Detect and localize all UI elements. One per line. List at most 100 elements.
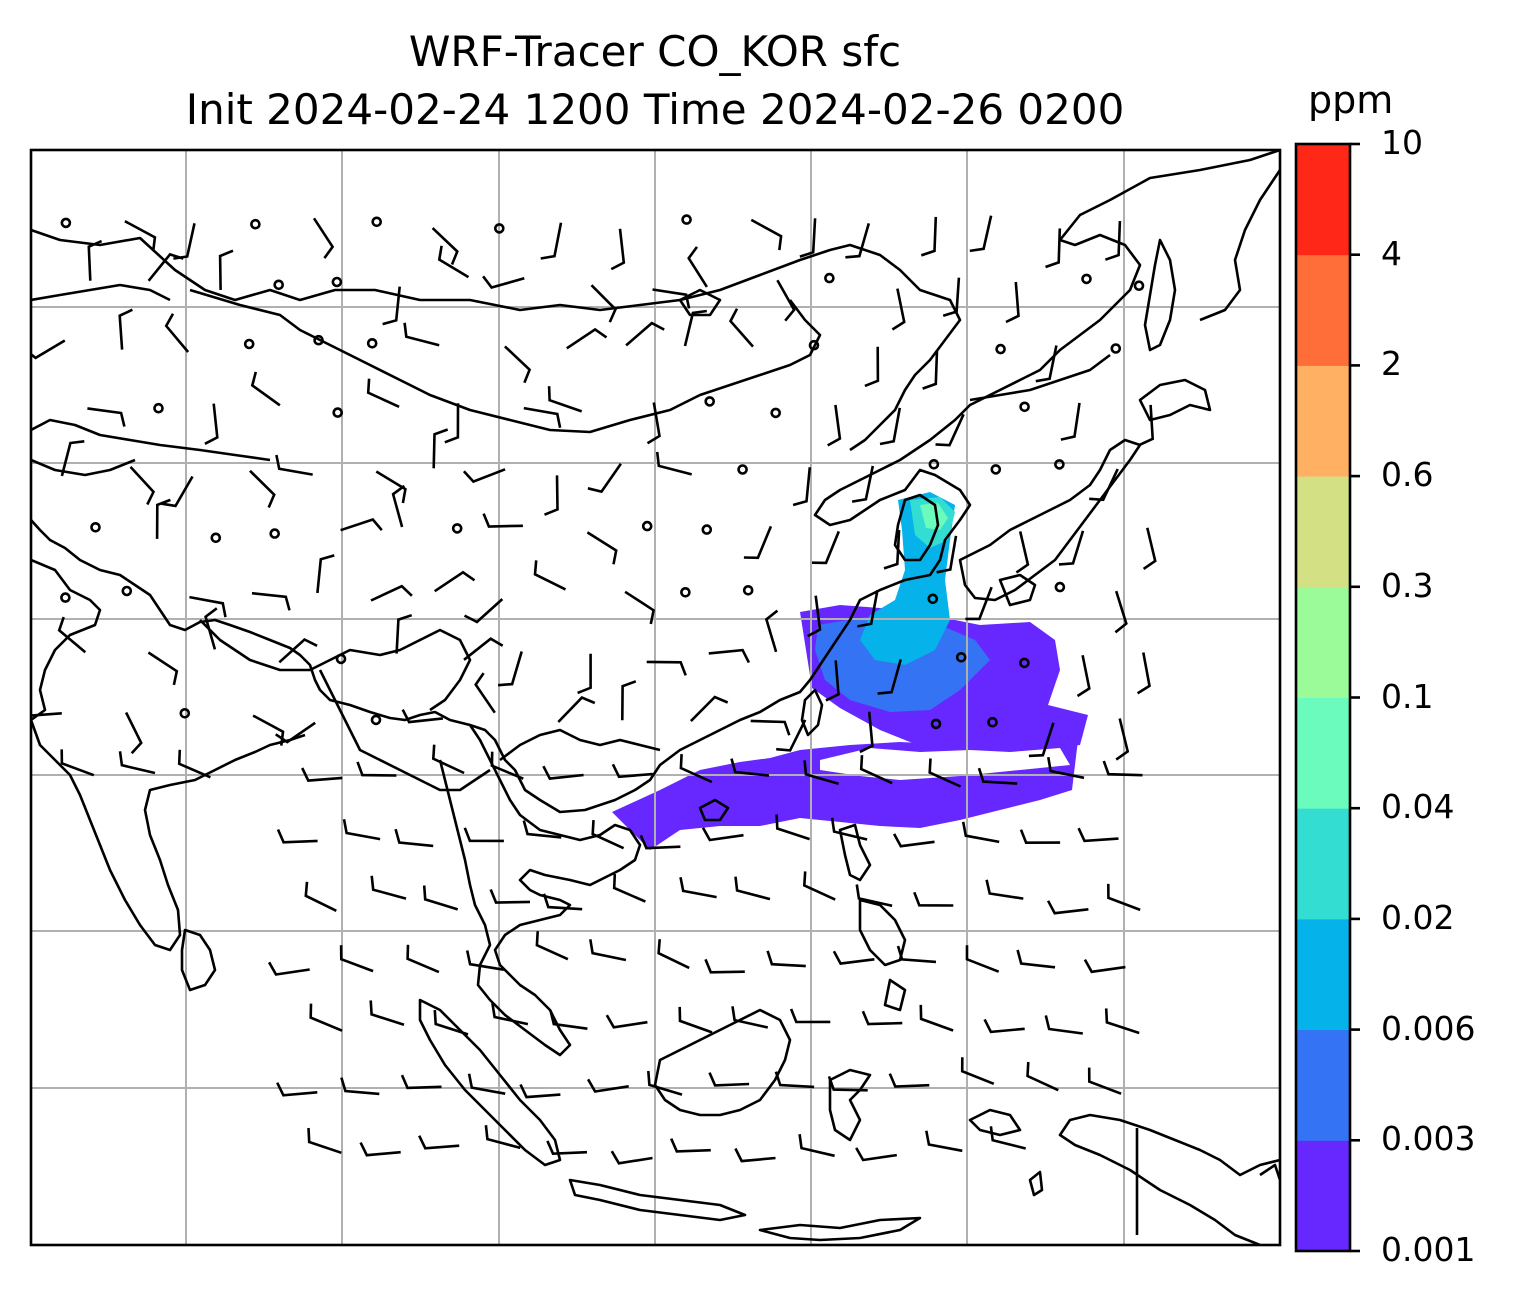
- wind-barb: [566, 327, 608, 350]
- wind-barb: [590, 284, 618, 323]
- colorbar-unit-label: ppm: [1308, 78, 1394, 122]
- calm-wind-marker: [121, 585, 133, 597]
- colorbar-tick-label: 0.02: [1381, 897, 1455, 937]
- wind-barb: [960, 1057, 995, 1086]
- wind-barb: [369, 1000, 405, 1026]
- wind-barb: [391, 484, 406, 528]
- wind-barb: [1115, 718, 1130, 761]
- calm-wind-marker: [250, 218, 261, 230]
- wind-barb: [540, 222, 563, 260]
- wind-barb: [87, 407, 126, 427]
- wind-barb: [542, 765, 584, 780]
- wind-barb: [467, 1073, 506, 1095]
- calm-wind-marker: [179, 707, 191, 719]
- calm-wind-marker: [1019, 657, 1030, 669]
- wind-barb: [925, 1130, 963, 1153]
- wind-barb: [422, 885, 459, 911]
- wind-barb: [155, 498, 171, 539]
- wind-barb: [463, 827, 504, 843]
- wind-barb: [1016, 949, 1056, 969]
- wind-barb: [394, 828, 434, 848]
- wind-barb: [504, 345, 532, 384]
- calm-wind-marker: [928, 458, 940, 470]
- wind-barb: [708, 1072, 750, 1087]
- wind-barb: [147, 651, 179, 686]
- wind-barb: [961, 821, 1000, 844]
- wind-barb: [689, 695, 729, 723]
- calm-wind-marker: [1019, 401, 1030, 413]
- wind-barb: [591, 820, 625, 850]
- wind-barb: [164, 313, 190, 353]
- calm-wind-marker: [1133, 280, 1145, 292]
- calm-wind-marker: [153, 402, 164, 414]
- wind-barb: [1102, 760, 1143, 777]
- wind-barb: [864, 346, 880, 388]
- wind-barb: [275, 454, 313, 476]
- wind-barb: [1114, 590, 1128, 634]
- wind-barb: [484, 1125, 521, 1150]
- colorbar: [1294, 142, 1360, 1253]
- wind-barb: [589, 939, 627, 962]
- wind-barb: [730, 758, 770, 777]
- wind-barb: [316, 554, 335, 594]
- wind-barb: [1104, 1008, 1140, 1035]
- wind-barb: [218, 249, 234, 291]
- wind-barb: [124, 220, 157, 252]
- wind-barb: [147, 252, 184, 282]
- calm-wind-marker: [990, 464, 1002, 475]
- wind-barb: [807, 595, 822, 638]
- calm-wind-marker: [704, 396, 716, 407]
- wind-barb: [491, 1002, 529, 1026]
- colorbar-segment: [1296, 254, 1350, 366]
- chart-subtitle: Init 2024-02-24 1200 Time 2024-02-26 020…: [185, 85, 1125, 134]
- wind-barb: [118, 751, 156, 775]
- wind-barb: [249, 469, 276, 509]
- wind-barb: [920, 216, 938, 257]
- wind-barb: [474, 672, 496, 714]
- wind-barb: [734, 876, 771, 901]
- wind-barb: [803, 760, 839, 785]
- wind-barb: [879, 407, 902, 446]
- wind-barb: [431, 227, 459, 265]
- wind-barb: [274, 721, 316, 744]
- colorbar-tick-label: 0.3: [1381, 565, 1434, 605]
- colorbar-tick-label: 0.04: [1381, 787, 1455, 827]
- wind-barb: [888, 1073, 930, 1088]
- wind-barb: [827, 1075, 868, 1092]
- wind-barb: [129, 466, 156, 506]
- wind-barb: [851, 465, 875, 503]
- wind-barb: [437, 245, 470, 279]
- wind-barb: [342, 819, 381, 841]
- wind-barb: [1104, 221, 1122, 261]
- wind-barb: [935, 413, 965, 447]
- colorbar-tick-label: 0.001: [1381, 1230, 1476, 1269]
- wind-barb: [1019, 829, 1061, 845]
- wind-barb: [356, 761, 397, 777]
- wind-barb: [855, 1147, 897, 1162]
- calm-wind-marker: [987, 716, 998, 728]
- wind-barb: [1060, 402, 1081, 441]
- calm-wind-marker: [808, 339, 820, 351]
- wind-barb: [612, 874, 646, 903]
- wind-barb: [401, 709, 444, 724]
- wind-barb: [708, 648, 751, 664]
- wind-barb: [611, 763, 654, 779]
- wind-barb: [304, 881, 337, 912]
- wind-barb: [825, 660, 840, 702]
- wind-barb: [276, 828, 318, 844]
- wind-barb: [400, 1074, 442, 1090]
- wind-barb: [830, 817, 868, 841]
- colorbar-segment: [1296, 1029, 1350, 1141]
- wind-barb: [798, 1134, 835, 1158]
- wind-barb: [482, 275, 525, 289]
- colorbar-tick-label: 0.6: [1381, 455, 1434, 495]
- wind-barb: [519, 1083, 561, 1099]
- wind-barb: [462, 468, 506, 484]
- wind-barb: [533, 560, 567, 591]
- wind-barb: [965, 586, 993, 621]
- wind-barb: [586, 531, 618, 565]
- wind-barb: [312, 217, 335, 259]
- wind-barb: [610, 1150, 653, 1165]
- calm-wind-marker: [681, 214, 692, 225]
- colorbar-segment: [1296, 918, 1350, 1031]
